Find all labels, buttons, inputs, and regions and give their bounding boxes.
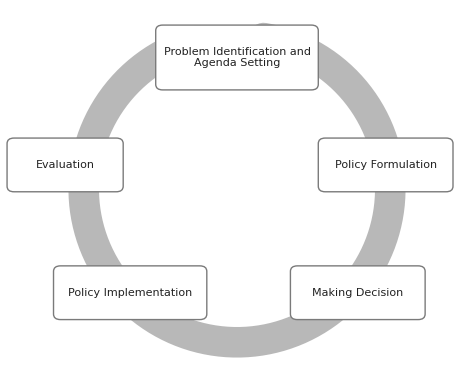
FancyBboxPatch shape: [155, 25, 318, 90]
Text: Policy Formulation: Policy Formulation: [335, 160, 437, 170]
FancyBboxPatch shape: [7, 138, 123, 192]
Polygon shape: [264, 34, 298, 54]
Text: Policy Implementation: Policy Implementation: [68, 288, 192, 298]
FancyBboxPatch shape: [291, 266, 425, 319]
FancyBboxPatch shape: [54, 266, 207, 319]
FancyBboxPatch shape: [318, 138, 453, 192]
Text: Problem Identification and
Agenda Setting: Problem Identification and Agenda Settin…: [164, 47, 310, 68]
Text: Making Decision: Making Decision: [312, 288, 403, 298]
Text: Evaluation: Evaluation: [36, 160, 95, 170]
